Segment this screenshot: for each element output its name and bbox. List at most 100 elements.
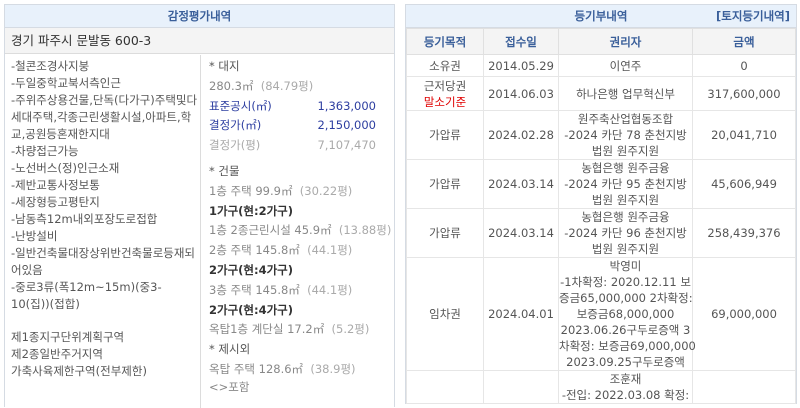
table-header-row: 등기목적 접수일 권리자 금액 — [406, 28, 796, 55]
holder-line: 농협은행 원주금융 — [581, 161, 670, 175]
building-line: 2층 주택 145.8㎡ (44.1평) — [209, 243, 353, 258]
amount-cell: 45,606,949 — [692, 159, 796, 209]
holder-line: -2024 카단 95 춘천지방 — [564, 177, 687, 191]
appraisal-title: 감정평가내역 — [5, 5, 394, 28]
note-line: -차량접근가능 — [11, 144, 79, 158]
registry-title: 등기부내역 — [574, 9, 628, 23]
household-heading: 1가구(현:2가구) — [209, 203, 294, 218]
purpose: 소유권 — [429, 58, 461, 73]
amount-cell: 258,439,376 — [692, 208, 796, 258]
note-line: -노선버스(정)인근소재 — [11, 161, 120, 175]
purpose-cell — [406, 370, 484, 404]
building-line: 1층 주택 99.9㎡ (30.22평) — [209, 183, 353, 198]
holder-line: -전입: 2022.03.08 확정: — [561, 388, 690, 402]
property-address: 경기 파주시 문발동 600-3 — [5, 28, 394, 54]
purpose-cell: 근저당권 말소기준 — [406, 76, 484, 111]
purpose-cell: 소유권 — [406, 54, 484, 77]
holder-line: 농협은행 원주금융 — [581, 210, 670, 224]
holder-line: 이연주 — [609, 58, 642, 73]
building-heading: * 건물 — [209, 163, 240, 178]
date-cell: 2014.05.29 — [483, 54, 559, 77]
col-purpose: 등기목적 — [406, 28, 484, 55]
zone-line: 제2종일반주거지역 — [11, 347, 103, 361]
date-cell: 2024.03.14 — [483, 208, 559, 258]
cancellation-basis-badge: 말소기준 — [423, 94, 467, 109]
zone-line: 가축사육제한구역(전부제한) — [11, 364, 147, 378]
note-line: -남동측12m내외포장도로접합 — [11, 212, 158, 226]
extra-heading: * 제시외 — [209, 342, 251, 357]
land-registry-link[interactable]: [토지등기내역] — [716, 9, 790, 23]
col-amount: 금액 — [692, 28, 796, 55]
holder-cell: 하나은행 업무혁신부 — [558, 76, 693, 111]
holder-line: 2023.06.26구두로증액 3 — [560, 323, 691, 337]
holder-line: -1차확정: 2020.12.11 보 — [560, 275, 691, 289]
col-date: 접수일 — [483, 28, 559, 55]
land-heading: * 대지 — [209, 59, 240, 73]
note-line: -난방설비 — [11, 229, 58, 243]
holder-cell: 이연주 — [558, 54, 693, 77]
holder-line: 조훈재 — [609, 372, 642, 386]
table-row: 소유권 2014.05.29 이연주 0 — [406, 54, 796, 77]
note-line: -세장형등고평탄지 — [11, 195, 100, 209]
decided-price-pyeong-row: 결정가(평) 7,107,470 — [209, 138, 376, 153]
amount-cell: 69,000,000 — [692, 257, 796, 371]
holder-line: 2023.09.25구두로증액 — [566, 355, 685, 369]
date-cell: 2024.02.28 — [483, 110, 559, 160]
holder-line: 차확정: 보증금69,000,000 — [559, 339, 696, 353]
holder-cell: 조훈재 -전입: 2022.03.08 확정: — [558, 370, 693, 404]
holder-line: -2024 카단 96 춘천지방 — [564, 226, 687, 240]
amount-cell: 0 — [692, 54, 796, 77]
table-row: 조훈재 -전입: 2022.03.08 확정: — [406, 370, 796, 404]
purpose: 가압류 — [429, 226, 461, 240]
extra-include: <>포함 — [209, 379, 250, 394]
notes-list: -철콘조경사지붕 -두일중학교북서측인근 -주위주상용건물,단독(다가구)주택및다세… — [11, 58, 200, 313]
note-line: -주위주상용건물,단독(다가구)주택및다세대주택,각종근린생활시설,아파트,학교… — [11, 93, 198, 141]
note-line: -중로3류(폭12m~15m)(중3-10(집))(접합) — [11, 280, 162, 311]
purpose-cell: 임차권 — [406, 257, 484, 371]
building-line: 옥탑1층 계단실 17.2㎡ (5.2평) — [209, 322, 370, 337]
holder-line: 보증금68,000,000 — [576, 307, 675, 321]
date-cell: 2014.06.03 — [483, 76, 559, 111]
purpose: 임차권 — [429, 307, 461, 321]
land-area: 280.3㎡ (84.79평) — [209, 78, 314, 93]
decided-price-row: 결정가(㎡) 2,150,000 — [209, 118, 376, 133]
holder-line: 법원 원주지원 — [591, 242, 660, 256]
date-cell — [483, 370, 559, 404]
date-cell: 2024.03.14 — [483, 159, 559, 209]
amount-cell: 317,600,000 — [692, 76, 796, 111]
household-heading: 2가구(현:4가구) — [209, 262, 294, 277]
appraisal-notes: -철콘조경사지붕 -두일중학교북서측인근 -주위주상용건물,단독(다가구)주택및다세… — [5, 55, 200, 380]
appraisal-details: * 대지 280.3㎡ (84.79평) 표준공시(㎡) 1,363,000 결정… — [200, 55, 396, 408]
note-line: -제반교통사정보통 — [11, 178, 100, 192]
zone-line: 제1종지구단위계획구역 — [11, 330, 125, 344]
amount-cell: 20,041,710 — [692, 110, 796, 160]
purpose: 가압류 — [429, 128, 461, 142]
holder-line: 증금65,000,000 2차확정: — [559, 291, 693, 305]
registry-header: 등기부내역 [토지등기내역] — [406, 5, 796, 28]
table-row: 가압류 2024.02.28 원주축산업협동조합 -2024 카단 78 춘천지방 법원… — [406, 110, 796, 160]
note-line: -철콘조경사지붕 — [11, 59, 90, 73]
holder-cell: 원주축산업협동조합 -2024 카단 78 춘천지방 법원 원주지원 — [558, 110, 693, 160]
note-line: -일반건축물대장상위반건축물로등재되어있음 — [11, 246, 196, 277]
col-holder: 권리자 — [558, 28, 693, 55]
holder-line: 박영미 — [609, 259, 642, 273]
standard-price-row: 표준공시(㎡) 1,363,000 — [209, 98, 376, 113]
date-cell: 2024.04.01 — [483, 257, 559, 371]
purpose-cell: 가압류 — [406, 208, 484, 258]
table-row: 근저당권 말소기준 2014.06.03 하나은행 업무혁신부 317,600,000 — [406, 76, 796, 111]
amount-cell — [692, 370, 796, 404]
holder-line: 법원 원주지원 — [591, 193, 660, 207]
purpose — [407, 379, 483, 395]
household-heading: 2가구(현:4가구) — [209, 302, 294, 317]
appraisal-panel: 감정평가내역 경기 파주시 문발동 600-3 -철콘조경사지붕 -두일중학교북서… — [4, 4, 396, 408]
purpose-cell: 가압류 — [406, 110, 484, 160]
holder-line: -2024 카단 78 춘천지방 — [564, 128, 687, 142]
purpose-cell: 가압류 — [406, 159, 484, 209]
